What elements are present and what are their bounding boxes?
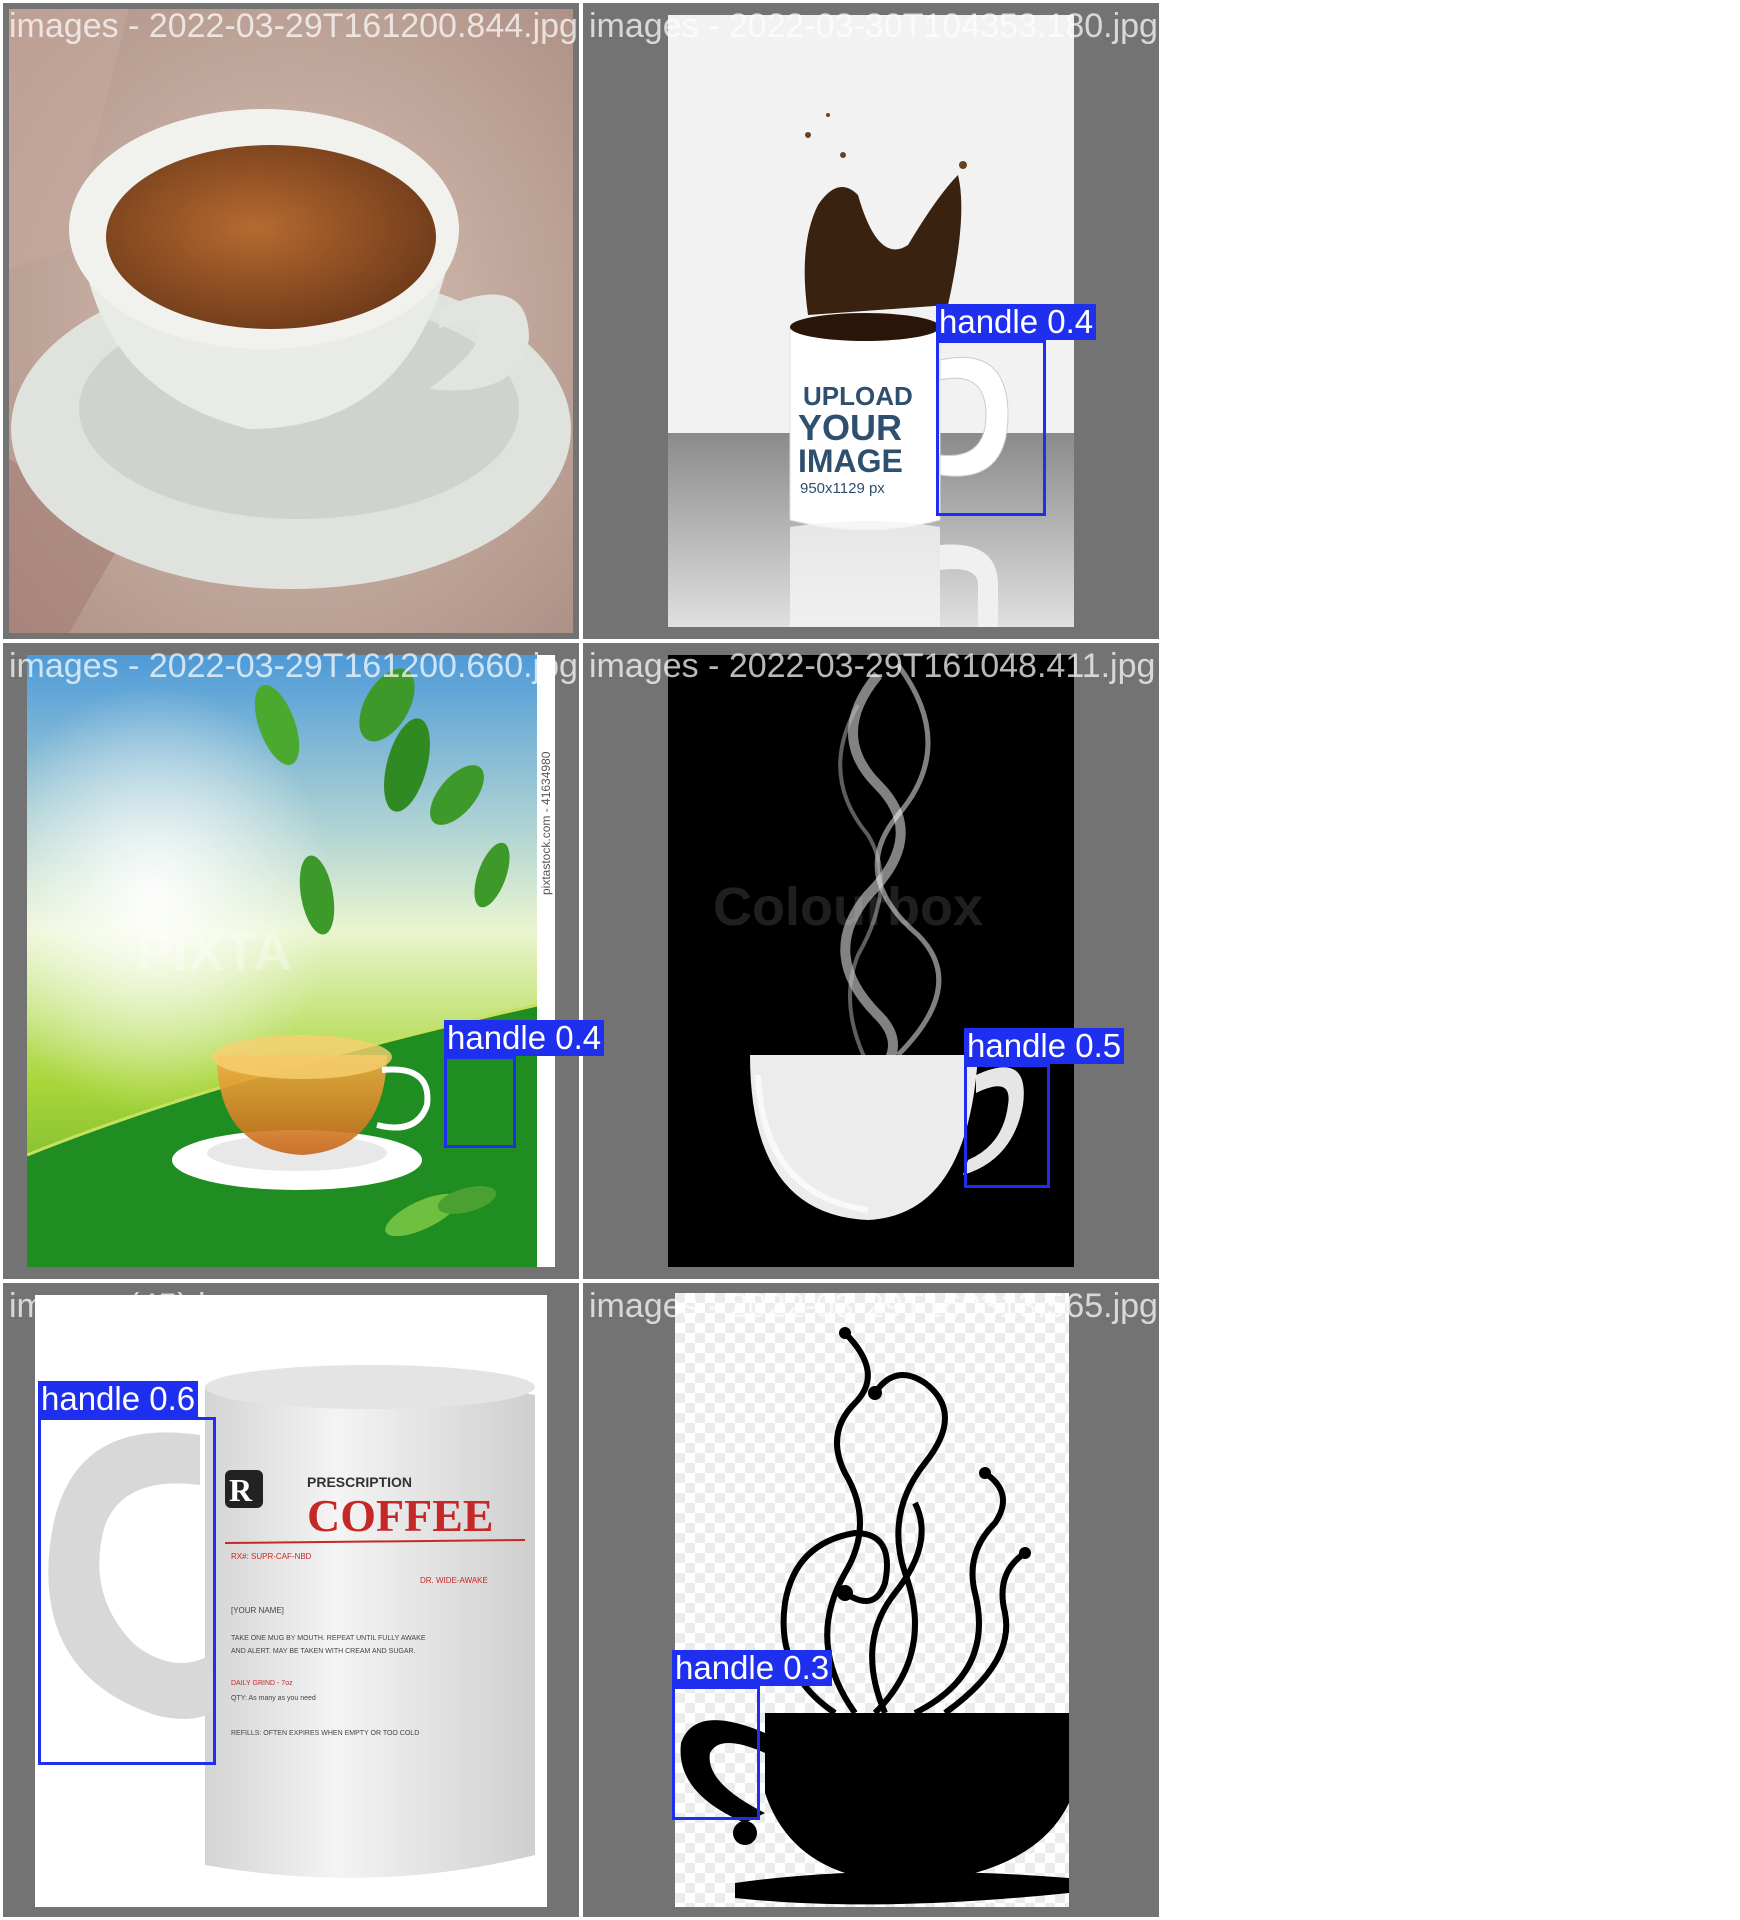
mug-text-your: YOUR — [798, 407, 902, 448]
mug-text-doctor: DR. WIDE-AWAKE — [420, 1576, 488, 1585]
image-filename: images - 2022-03-29T161200.844.jpg — [9, 7, 578, 45]
mug-text-prescription: PRESCRIPTION — [307, 1474, 412, 1490]
image-filename: images - 2022-03-29T161200.660.jpg — [9, 647, 578, 685]
mug-text-size: 950x1129 px — [800, 480, 885, 497]
mug-text-rx: RX#: SUPR-CAF-NBD — [231, 1552, 312, 1561]
image-tile-glass-teacup: pixtastock.com - 41634980 PIXTA images -… — [3, 643, 579, 1279]
detection-handle-box: handle 0.6 — [38, 1381, 216, 1765]
image-tile-silhouette-cup: images - 2022-03-29T160313.565.jpg — [583, 1283, 1159, 1917]
mug-text-image: IMAGE — [798, 443, 903, 479]
mug-text-coffee: COFFEE — [307, 1490, 494, 1541]
teacup-photo — [9, 9, 573, 633]
image-tile-teacup: images - 2022-03-29T161200.844.jpg — [3, 3, 579, 639]
detection-box-outline — [444, 1056, 516, 1148]
detection-label: handle 0.6 — [38, 1381, 199, 1417]
splash-mug-photo: UPLOAD YOUR IMAGE 950x1129 px — [668, 15, 1074, 627]
mug-text-refills: REFILLS: OFTEN EXPIRES WHEN EMPTY OR TOO… — [231, 1730, 419, 1737]
image-filename: images - 2022-03-30T104353.180.jpg — [589, 7, 1158, 45]
detection-handle-box: handle 0.4 — [444, 1020, 605, 1148]
image-tile-prescription-mug: R PRESCRIPTION COFFEE RX#: SUPR-CAF-NBD … — [3, 1283, 579, 1917]
detection-handle-box: handle 0.5 — [964, 1028, 1125, 1188]
stock-side-text: pixtastock.com - 41634980 — [539, 751, 553, 895]
detection-box-outline — [936, 340, 1046, 516]
detection-label: handle 0.5 — [964, 1028, 1125, 1064]
image-filename: images - 2022-03-29T161048.411.jpg — [589, 647, 1156, 685]
detection-handle-box: handle 0.3 — [672, 1650, 833, 1820]
svg-text:R: R — [229, 1472, 253, 1508]
detection-box-outline — [38, 1417, 216, 1765]
detection-handle-box: handle 0.4 — [936, 304, 1097, 516]
detection-box-outline — [672, 1686, 760, 1820]
image-tile-smoke-cup: Colourbox images - 2022-03-29T161048.411… — [583, 643, 1159, 1279]
detection-label: handle 0.4 — [444, 1020, 605, 1056]
watermark-text: PIXTA — [137, 922, 292, 982]
image-tile-splash-mug: UPLOAD YOUR IMAGE 950x1129 px images - 2… — [583, 3, 1159, 639]
mug-text-name: [YOUR NAME] — [231, 1606, 284, 1615]
glass-teacup-photo: pixtastock.com - 41634980 PIXTA — [27, 655, 555, 1267]
silhouette-cup-photo — [675, 1293, 1069, 1907]
image-filename: images (45).jpg — [9, 1287, 244, 1325]
mug-text-instructions-1: TAKE ONE MUG BY MOUTH. REPEAT UNTIL FULL… — [231, 1635, 426, 1642]
image-filename: images - 2022-03-29T160313.565.jpg — [589, 1287, 1158, 1325]
detection-label: handle 0.4 — [936, 304, 1097, 340]
smoke-cup-photo: Colourbox — [668, 655, 1074, 1267]
mug-text-upload: UPLOAD — [803, 381, 913, 411]
detection-box-outline — [964, 1064, 1050, 1188]
mug-text-instructions-2: AND ALERT. MAY BE TAKEN WITH CREAM AND S… — [231, 1648, 416, 1655]
mug-text-qty: QTY: As many as you need — [231, 1695, 316, 1702]
detection-label: handle 0.3 — [672, 1650, 833, 1686]
mug-text-daily: DAILY GRIND - 7oz — [231, 1680, 293, 1687]
